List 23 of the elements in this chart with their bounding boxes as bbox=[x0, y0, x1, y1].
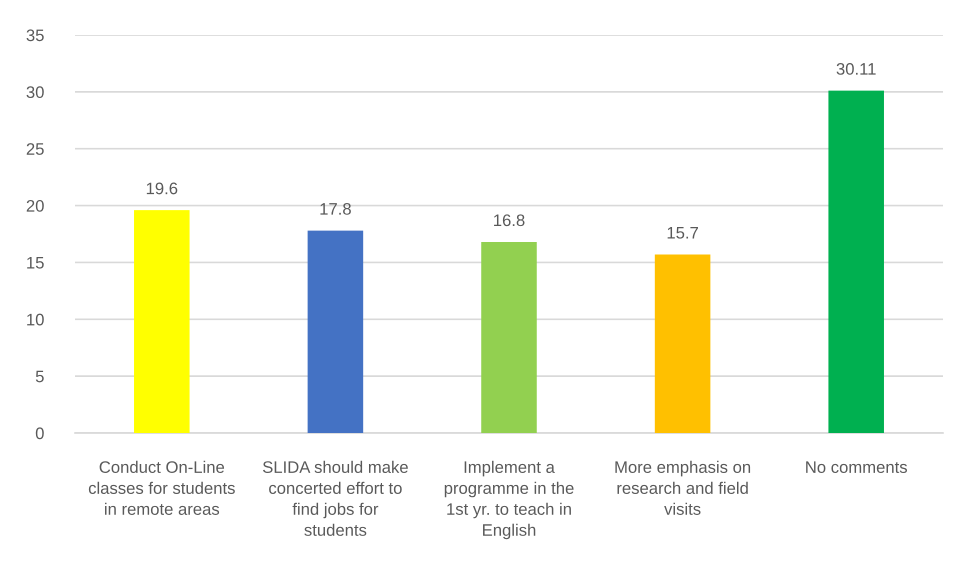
x-tick-label: Conduct On-Line classes for students in remote areas bbox=[88, 460, 235, 515]
y-tick-label: 25 bbox=[26, 143, 44, 155]
x-tick-label: No comments bbox=[806, 461, 908, 474]
x-tick-label: SLIDA should make concerted effort to find jobs for students bbox=[262, 460, 408, 536]
bar bbox=[308, 230, 364, 433]
x-tick-label: More emphasis on research and field visits bbox=[615, 460, 750, 515]
data-label: 15.7 bbox=[668, 227, 698, 239]
data-label: 19.6 bbox=[146, 182, 178, 194]
y-tick-label: 10 bbox=[27, 314, 44, 326]
x-tick-label: Implement a programme in the 1st yr. to teach in English bbox=[444, 460, 574, 540]
data-label: 16.8 bbox=[494, 214, 524, 226]
y-tick-label: 5 bbox=[36, 370, 44, 382]
bar bbox=[481, 242, 537, 433]
y-tick-label: 20 bbox=[26, 200, 44, 212]
bar bbox=[654, 254, 710, 433]
data-label: 17.8 bbox=[320, 202, 351, 215]
y-tick-label: 35 bbox=[26, 29, 44, 42]
bar bbox=[134, 210, 190, 433]
bar bbox=[828, 90, 884, 433]
data-label: 30.11 bbox=[836, 63, 876, 75]
y-tick-label: 0 bbox=[36, 427, 44, 440]
y-tick-label: 30 bbox=[26, 86, 44, 98]
y-tick-label: 15 bbox=[27, 257, 44, 269]
